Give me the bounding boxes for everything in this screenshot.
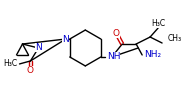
Text: H₃C: H₃C — [151, 19, 165, 28]
Text: NH₂: NH₂ — [144, 51, 161, 60]
Text: N: N — [62, 34, 69, 43]
Text: N: N — [35, 43, 42, 53]
Text: CH₃: CH₃ — [168, 33, 182, 42]
Text: O: O — [27, 66, 34, 75]
Text: O: O — [113, 29, 120, 37]
Text: H₃C: H₃C — [3, 59, 17, 68]
Text: NH: NH — [107, 53, 120, 61]
